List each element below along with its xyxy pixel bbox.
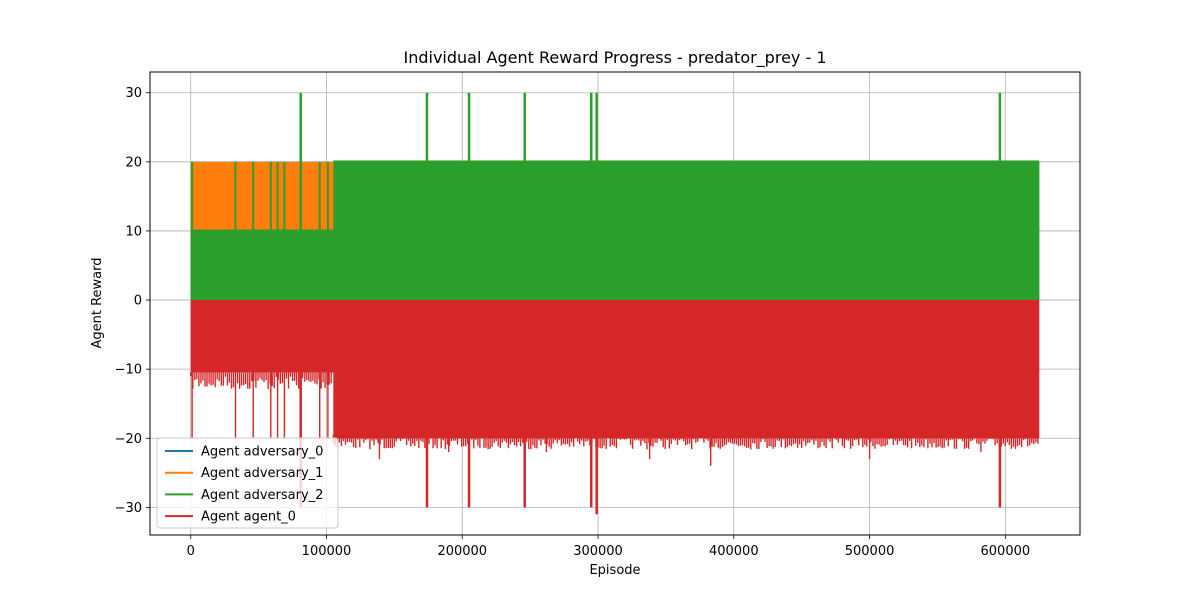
legend-label: Agent adversary_1 — [201, 466, 323, 481]
series-band — [190, 229, 1040, 301]
x-tick-label: 200000 — [437, 544, 487, 559]
chart-title: Individual Agent Reward Progress - preda… — [404, 48, 827, 68]
y-tick-label: −10 — [115, 363, 142, 378]
x-axis: 0 100000 200000 300000 400000 500000 600000 — [187, 535, 1031, 559]
legend-label: Agent adversary_0 — [201, 445, 323, 460]
series-early-spikes — [191, 161, 329, 231]
y-tick-label: −20 — [115, 432, 142, 447]
plot-frame — [149, 71, 1081, 536]
legend: Agent adversary_0 Agent adversary_1 Agent … — [156, 437, 339, 529]
y-tick-label: 0 — [134, 294, 142, 309]
legend-label: Agent adversary_2 — [201, 488, 323, 503]
y-tick-label: 30 — [125, 86, 142, 101]
series-3 — [190, 300, 1040, 515]
series-ragged-edge — [190, 369, 1039, 466]
series-2 — [190, 92, 1040, 301]
y-tick-label: 10 — [125, 224, 142, 239]
series-band — [190, 300, 1040, 373]
legend-box — [156, 437, 339, 529]
y-axis-label: Agent Reward — [90, 257, 105, 348]
x-tick-label: 0 — [187, 544, 195, 559]
x-tick-label: 500000 — [845, 544, 895, 559]
legend-label: Agent agent_0 — [201, 510, 296, 525]
y-tick-label: 20 — [125, 155, 142, 170]
y-tick-label: −30 — [115, 501, 142, 516]
x-tick-label: 600000 — [981, 544, 1031, 559]
series-layer — [190, 92, 1040, 515]
series-band-upper — [333, 160, 1040, 231]
x-tick-label: 400000 — [709, 544, 759, 559]
x-tick-label: 100000 — [302, 544, 352, 559]
x-axis-label: Episode — [589, 563, 640, 578]
x-tick-label: 300000 — [573, 544, 623, 559]
y-axis: −30 −20 −10 0 10 20 30 — [115, 86, 150, 516]
series-band-lower — [333, 369, 1040, 439]
